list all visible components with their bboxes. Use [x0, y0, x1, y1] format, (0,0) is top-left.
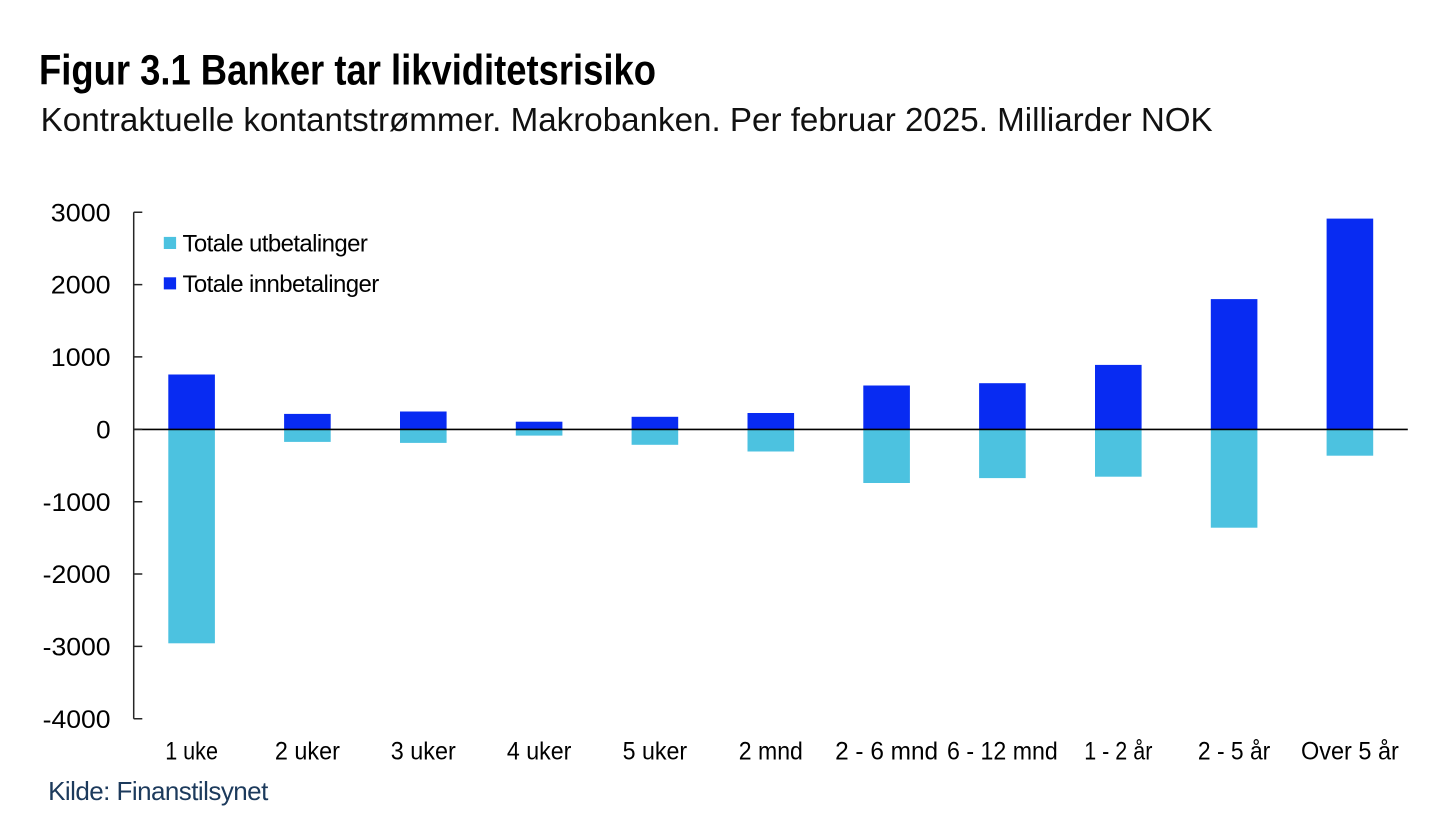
svg-text:3 uker: 3 uker	[391, 737, 456, 765]
svg-text:-2000: -2000	[43, 561, 111, 589]
svg-text:2 - 5 år: 2 - 5 år	[1198, 737, 1270, 765]
svg-text:-1000: -1000	[43, 489, 111, 517]
svg-text:1 uke: 1 uke	[165, 737, 218, 765]
svg-text:1000: 1000	[51, 344, 111, 372]
svg-text:Figur 3.1 Banker tar likvidite: Figur 3.1 Banker tar likviditetsrisiko	[39, 47, 656, 95]
svg-text:2 mnd: 2 mnd	[739, 737, 803, 765]
svg-text:2 - 6 mnd: 2 - 6 mnd	[835, 737, 938, 765]
svg-text:5 uker: 5 uker	[623, 737, 688, 765]
svg-text:Over 5 år: Over 5 år	[1301, 737, 1399, 765]
svg-text:2000: 2000	[51, 272, 111, 300]
svg-text:3000: 3000	[51, 199, 111, 227]
svg-text:6 - 12 mnd: 6 - 12 mnd	[947, 737, 1058, 765]
svg-text:Kontraktuelle kontantstrømmer.: Kontraktuelle kontantstrømmer. Makrobank…	[41, 101, 1213, 138]
svg-text:-4000: -4000	[43, 706, 111, 734]
svg-text:0: 0	[96, 416, 111, 444]
svg-text:Totale utbetalinger: Totale utbetalinger	[183, 231, 368, 258]
svg-text:4 uker: 4 uker	[507, 737, 572, 765]
svg-text:1 - 2 år: 1 - 2 år	[1084, 737, 1152, 765]
svg-text:Kilde: Finanstilsynet: Kilde: Finanstilsynet	[48, 776, 269, 806]
svg-text:2 uker: 2 uker	[275, 737, 340, 765]
svg-text:Totale innbetalinger: Totale innbetalinger	[183, 271, 380, 298]
svg-text:-3000: -3000	[43, 634, 111, 662]
